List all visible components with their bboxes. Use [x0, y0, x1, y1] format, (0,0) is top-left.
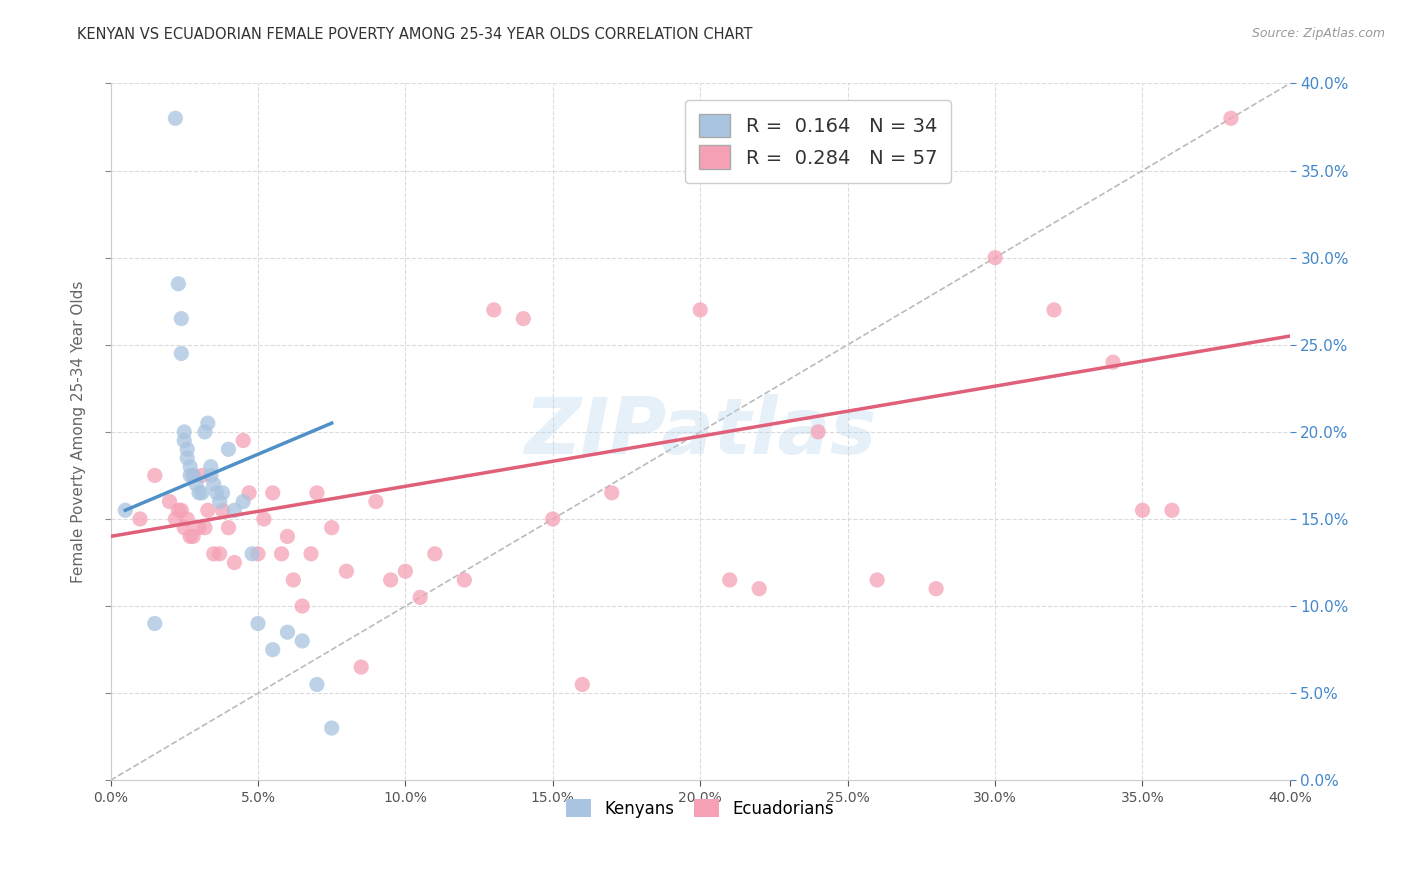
- Point: [208, 547, 231, 561]
- Point: [718, 573, 741, 587]
- Point: [283, 573, 305, 587]
- Point: [276, 529, 298, 543]
- Point: [173, 425, 195, 439]
- Point: [240, 547, 263, 561]
- Point: [748, 582, 770, 596]
- Point: [176, 512, 198, 526]
- Point: [276, 625, 298, 640]
- Point: [299, 547, 322, 561]
- Point: [409, 591, 432, 605]
- Text: KENYAN VS ECUADORIAN FEMALE POVERTY AMONG 25-34 YEAR OLDS CORRELATION CHART: KENYAN VS ECUADORIAN FEMALE POVERTY AMON…: [77, 27, 752, 42]
- Point: [205, 486, 228, 500]
- Point: [191, 486, 214, 500]
- Point: [197, 416, 219, 430]
- Point: [335, 564, 357, 578]
- Point: [197, 503, 219, 517]
- Point: [364, 494, 387, 508]
- Point: [1161, 503, 1184, 517]
- Point: [176, 450, 198, 465]
- Point: [305, 677, 328, 691]
- Point: [291, 599, 314, 613]
- Point: [1102, 355, 1125, 369]
- Point: [179, 459, 201, 474]
- Point: [200, 468, 222, 483]
- Point: [188, 486, 211, 500]
- Point: [246, 547, 269, 561]
- Point: [262, 642, 284, 657]
- Point: [181, 529, 204, 543]
- Point: [262, 486, 284, 500]
- Point: [170, 503, 193, 517]
- Point: [143, 616, 166, 631]
- Y-axis label: Female Poverty Among 25-34 Year Olds: Female Poverty Among 25-34 Year Olds: [72, 281, 86, 583]
- Point: [179, 468, 201, 483]
- Legend: Kenyans, Ecuadorians: Kenyans, Ecuadorians: [560, 792, 841, 824]
- Point: [925, 582, 948, 596]
- Point: [181, 468, 204, 483]
- Point: [600, 486, 623, 500]
- Point: [246, 616, 269, 631]
- Point: [482, 302, 505, 317]
- Point: [170, 346, 193, 360]
- Point: [291, 634, 314, 648]
- Point: [238, 486, 260, 500]
- Point: [512, 311, 534, 326]
- Point: [253, 512, 276, 526]
- Point: [321, 521, 343, 535]
- Point: [181, 468, 204, 483]
- Point: [224, 556, 246, 570]
- Point: [170, 311, 193, 326]
- Point: [165, 512, 187, 526]
- Point: [167, 503, 190, 517]
- Point: [165, 112, 187, 126]
- Point: [218, 521, 240, 535]
- Point: [1219, 112, 1241, 126]
- Point: [159, 494, 181, 508]
- Point: [211, 503, 233, 517]
- Point: [184, 477, 207, 491]
- Point: [179, 529, 201, 543]
- Point: [1132, 503, 1154, 517]
- Point: [689, 302, 711, 317]
- Point: [191, 468, 214, 483]
- Point: [984, 251, 1007, 265]
- Point: [218, 442, 240, 457]
- Point: [866, 573, 889, 587]
- Point: [380, 573, 402, 587]
- Text: ZIPatlas: ZIPatlas: [524, 394, 876, 470]
- Point: [208, 494, 231, 508]
- Point: [224, 503, 246, 517]
- Point: [176, 442, 198, 457]
- Point: [571, 677, 593, 691]
- Point: [194, 425, 217, 439]
- Point: [321, 721, 343, 735]
- Point: [232, 434, 254, 448]
- Point: [173, 434, 195, 448]
- Point: [423, 547, 446, 561]
- Point: [270, 547, 292, 561]
- Point: [202, 547, 225, 561]
- Point: [232, 494, 254, 508]
- Point: [143, 468, 166, 483]
- Point: [453, 573, 475, 587]
- Point: [350, 660, 373, 674]
- Point: [114, 503, 136, 517]
- Point: [202, 477, 225, 491]
- Point: [1043, 302, 1066, 317]
- Point: [807, 425, 830, 439]
- Point: [200, 459, 222, 474]
- Point: [305, 486, 328, 500]
- Point: [188, 521, 211, 535]
- Point: [211, 486, 233, 500]
- Text: Source: ZipAtlas.com: Source: ZipAtlas.com: [1251, 27, 1385, 40]
- Point: [173, 521, 195, 535]
- Point: [194, 521, 217, 535]
- Point: [394, 564, 416, 578]
- Point: [129, 512, 152, 526]
- Point: [167, 277, 190, 291]
- Point: [541, 512, 564, 526]
